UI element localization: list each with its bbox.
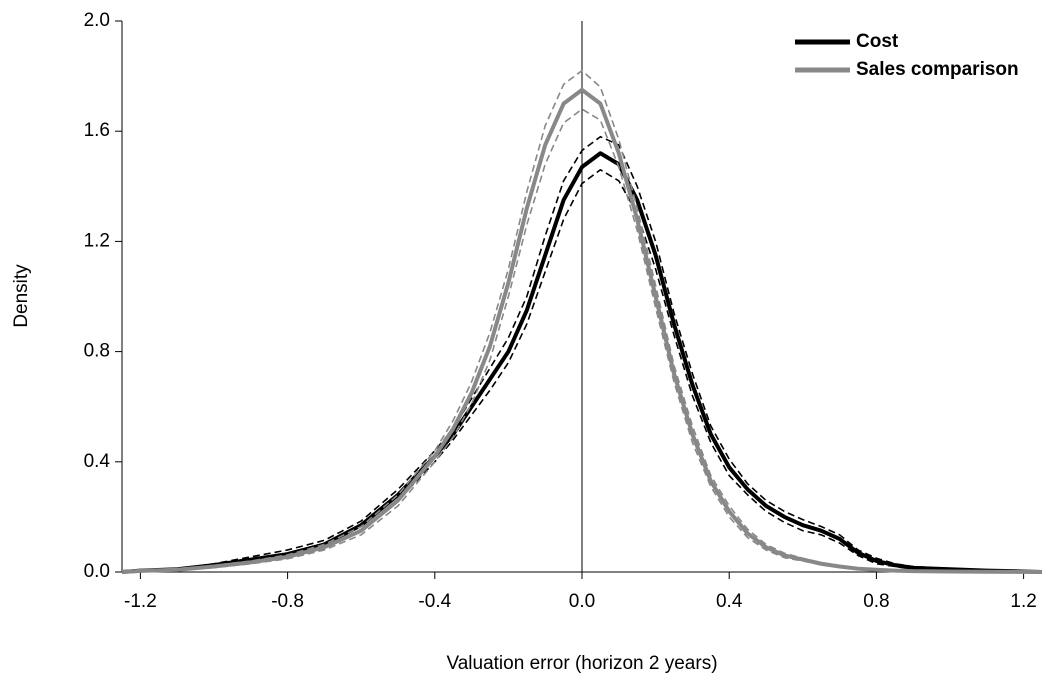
x-axis-label: Valuation error (horizon 2 years) [446, 653, 717, 674]
series-line [121, 87, 1043, 574]
legend-label: Sales comparison [856, 59, 1019, 80]
y-tick-label: 0.4 [84, 451, 111, 472]
legend-label: Cost [856, 31, 899, 52]
x-tick-label: 0.4 [716, 591, 743, 612]
x-tick-label: -1.2 [124, 591, 157, 612]
y-tick-label: 1.2 [84, 230, 110, 251]
x-tick-label: -0.8 [271, 591, 304, 612]
x-tick-label: -0.4 [418, 591, 451, 612]
confidence-line [121, 135, 1043, 573]
x-tick-label: 0.8 [863, 591, 889, 612]
x-tick-label: 0.0 [569, 591, 595, 612]
y-tick-label: 0.0 [84, 561, 110, 582]
confidence-line [121, 108, 1043, 573]
y-tick-label: 1.6 [84, 120, 110, 141]
y-tick-label: 2.0 [84, 10, 110, 31]
y-tick-label: 0.8 [84, 341, 110, 362]
x-tick-label: 1.2 [1010, 591, 1036, 612]
y-axis-label: Density [11, 264, 32, 328]
